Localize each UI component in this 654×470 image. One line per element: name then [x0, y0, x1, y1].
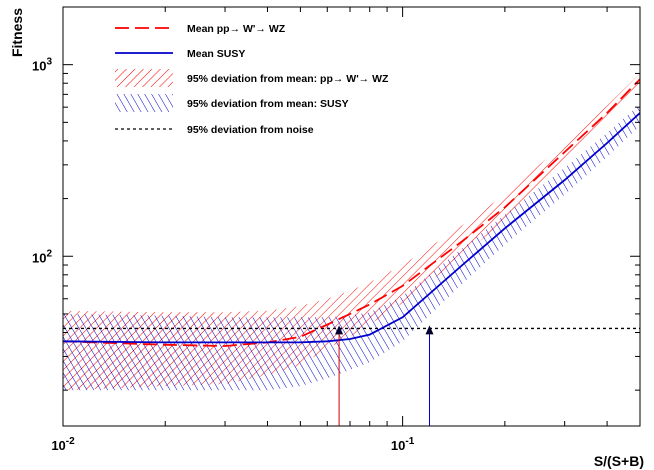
x-tick-label: 10-2: [51, 436, 75, 453]
legend-label-2: 95% deviation from mean: pp→ W'→ WZ: [187, 73, 389, 85]
y-tick-label-exponent: 2: [46, 248, 52, 259]
marker-arrow-1: [425, 325, 434, 335]
legend-label-0: Mean pp→ W'→ WZ: [187, 23, 286, 35]
legend-label-3: 95% deviation from mean: SUSY: [187, 98, 349, 110]
bands-layer: [63, 73, 640, 391]
x-tick-label: 10-1: [391, 436, 415, 453]
x-tick-label-base: 10: [391, 438, 405, 453]
lines-layer: [63, 78, 640, 347]
x-tick-label-exponent: -1: [405, 436, 414, 447]
marker-arrow-0: [335, 325, 344, 335]
legend-swatch-2: [115, 69, 173, 87]
markers-layer: [335, 325, 434, 426]
legend: Mean pp→ W'→ WZ Mean SUSY 95% deviation fr…: [115, 23, 389, 136]
band-1: [63, 104, 640, 391]
y-tick-label: 103: [32, 57, 52, 74]
series-line-1: [63, 112, 640, 344]
plot-frame: [62, 6, 641, 427]
y-tick-label-base: 10: [32, 59, 46, 74]
legend-label-1: Mean SUSY: [187, 48, 245, 60]
y-axis-title: Fitness: [9, 8, 25, 57]
x-tick-label-base: 10: [51, 438, 65, 453]
x-axis-title: S/(S+B): [594, 453, 644, 469]
series-line-0: [63, 78, 640, 347]
y-tick-label-exponent: 3: [46, 57, 52, 68]
x-tick-label-exponent: -2: [66, 436, 75, 447]
legend-label-4: 95% deviation from noise: [187, 124, 314, 136]
y-tick-label-base: 10: [32, 250, 46, 265]
y-tick-label: 102: [32, 248, 52, 265]
legend-swatch-3: [115, 94, 173, 112]
